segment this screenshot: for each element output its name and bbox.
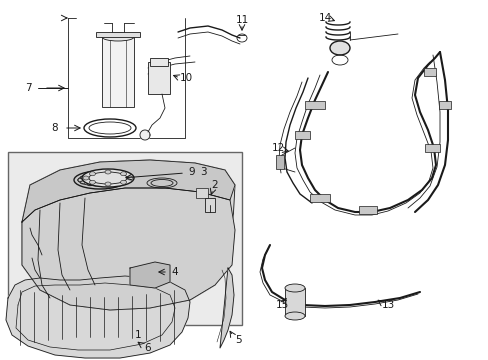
Ellipse shape (102, 33, 134, 41)
Bar (150, 58, 168, 66)
Bar (148, 62, 170, 94)
Bar (294, 131, 309, 139)
Ellipse shape (329, 41, 349, 55)
Polygon shape (22, 160, 235, 222)
Bar (8, 152, 242, 325)
Text: 15: 15 (275, 300, 288, 310)
Ellipse shape (105, 182, 111, 186)
Bar (204, 198, 215, 212)
Bar (275, 155, 284, 169)
Polygon shape (140, 130, 150, 140)
Ellipse shape (82, 169, 134, 187)
Bar (96, 32, 140, 37)
Text: 1: 1 (134, 330, 141, 340)
Ellipse shape (285, 284, 305, 292)
Text: 4: 4 (171, 267, 178, 277)
Polygon shape (6, 276, 190, 358)
Bar (424, 144, 439, 152)
Bar (423, 68, 435, 76)
Polygon shape (22, 160, 235, 310)
Bar (309, 194, 329, 202)
Bar (102, 37, 134, 107)
Ellipse shape (83, 176, 89, 180)
Bar (285, 288, 305, 316)
Bar (358, 206, 376, 214)
Ellipse shape (127, 176, 133, 180)
Text: 2: 2 (211, 180, 218, 190)
Ellipse shape (105, 170, 111, 174)
Text: 7: 7 (24, 83, 31, 93)
Bar (305, 101, 325, 109)
Polygon shape (220, 268, 234, 348)
Polygon shape (22, 188, 235, 310)
Ellipse shape (89, 172, 95, 176)
Text: 3: 3 (199, 167, 206, 177)
Text: 10: 10 (179, 73, 192, 83)
Text: 5: 5 (234, 335, 241, 345)
Ellipse shape (121, 180, 126, 184)
Bar (196, 188, 207, 198)
Ellipse shape (89, 180, 95, 184)
Text: 12: 12 (271, 143, 284, 153)
Text: 9: 9 (188, 167, 195, 177)
Text: 11: 11 (235, 15, 248, 25)
Text: 8: 8 (52, 123, 58, 133)
Ellipse shape (121, 172, 126, 176)
Ellipse shape (285, 312, 305, 320)
Text: 13: 13 (381, 300, 394, 310)
Text: 6: 6 (144, 343, 151, 353)
Text: 14: 14 (318, 13, 331, 23)
Bar (438, 101, 450, 109)
Polygon shape (130, 262, 170, 288)
